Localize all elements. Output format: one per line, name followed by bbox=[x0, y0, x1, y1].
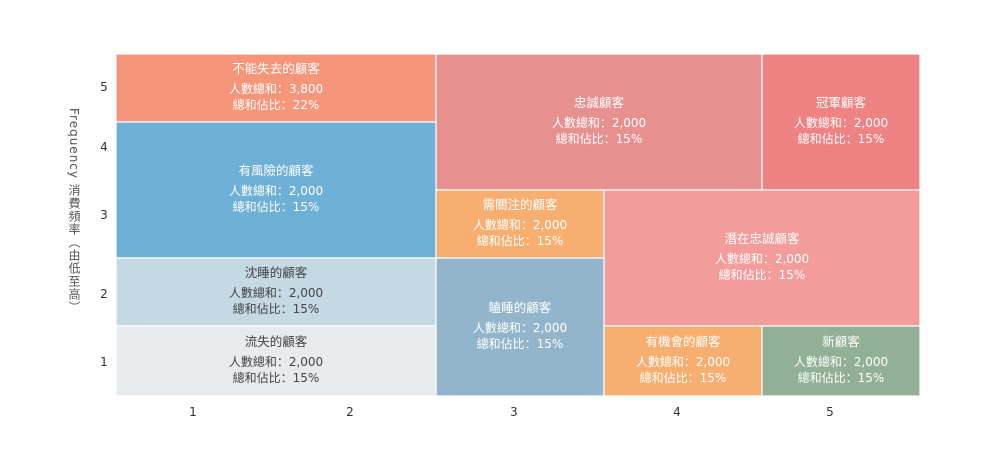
segment-block bbox=[435, 257, 605, 397]
segment-name: 瞌睡的顧客 bbox=[489, 300, 552, 315]
segment-stat: 人數總和：2,000 bbox=[794, 354, 888, 369]
segment-stat: 人數總和：2,000 bbox=[473, 217, 567, 232]
segment-name: 有風險的顧客 bbox=[238, 163, 314, 178]
segment-stat: 人數總和：2,000 bbox=[229, 285, 323, 300]
x-tick-label: 1 bbox=[189, 405, 197, 419]
segment-stat: 總和佔比：15% bbox=[556, 131, 643, 146]
x-tick-label: 3 bbox=[510, 405, 518, 419]
segment-stat: 總和佔比：15% bbox=[233, 199, 320, 214]
segment-block bbox=[435, 53, 763, 191]
y-tick-label: 2 bbox=[100, 287, 108, 301]
segment-stat: 人數總和：2,000 bbox=[715, 251, 809, 266]
segment-block bbox=[603, 189, 921, 327]
segment-block bbox=[115, 121, 437, 259]
y-axis-label: Frequency 消費頻率（由低至高） bbox=[67, 108, 81, 314]
segment-name: 需關注的顧客 bbox=[482, 197, 558, 212]
segment-name: 忠誠顧客 bbox=[574, 95, 625, 110]
segment-stat: 人數總和：2,000 bbox=[229, 354, 323, 369]
x-tick-label: 5 bbox=[826, 405, 834, 419]
segment-stat: 總和佔比：15% bbox=[477, 336, 564, 351]
segment-block bbox=[603, 325, 763, 397]
segment-name: 冠軍顧客 bbox=[816, 95, 867, 110]
y-tick-label: 3 bbox=[100, 208, 108, 222]
segment-name: 有機會的顧客 bbox=[645, 334, 721, 349]
segment-name: 新顧客 bbox=[822, 334, 860, 349]
segment-stat: 總和佔比：15% bbox=[798, 131, 885, 146]
segment-stat: 人數總和：2,000 bbox=[636, 354, 730, 369]
y-tick-label: 1 bbox=[100, 355, 108, 369]
segment-name: 沈睡的顧客 bbox=[245, 265, 308, 280]
segment-stat: 人數總和：2,000 bbox=[473, 320, 567, 335]
segment-stat: 總和佔比：15% bbox=[798, 370, 885, 385]
y-tick-label: 5 bbox=[100, 80, 108, 94]
segment-block bbox=[435, 189, 605, 259]
segment-stat: 人數總和：3,800 bbox=[229, 81, 323, 96]
segment-stat: 人數總和：2,000 bbox=[552, 115, 646, 130]
segment-stat: 總和佔比：15% bbox=[477, 233, 564, 248]
segment-stat: 總和佔比：22% bbox=[233, 97, 320, 112]
segment-stat: 總和佔比：15% bbox=[640, 370, 727, 385]
segment-stat: 總和佔比：15% bbox=[719, 267, 806, 282]
segment-block bbox=[761, 53, 921, 191]
segment-name: 潛在忠誠顧客 bbox=[724, 231, 800, 246]
segment-block bbox=[761, 325, 921, 397]
x-tick-label: 4 bbox=[673, 405, 681, 419]
segment-stat: 總和佔比：15% bbox=[233, 370, 320, 385]
segment-block bbox=[115, 325, 437, 397]
segment-name: 不能失去的顧客 bbox=[232, 61, 320, 76]
segment-name: 流失的顧客 bbox=[245, 334, 308, 349]
y-tick-label: 4 bbox=[100, 140, 108, 154]
x-tick-label: 2 bbox=[346, 405, 354, 419]
segment-stat: 人數總和：2,000 bbox=[794, 115, 888, 130]
segment-stat: 人數總和：2,000 bbox=[229, 183, 323, 198]
segment-stat: 總和佔比：15% bbox=[233, 301, 320, 316]
segment-block bbox=[115, 53, 437, 123]
